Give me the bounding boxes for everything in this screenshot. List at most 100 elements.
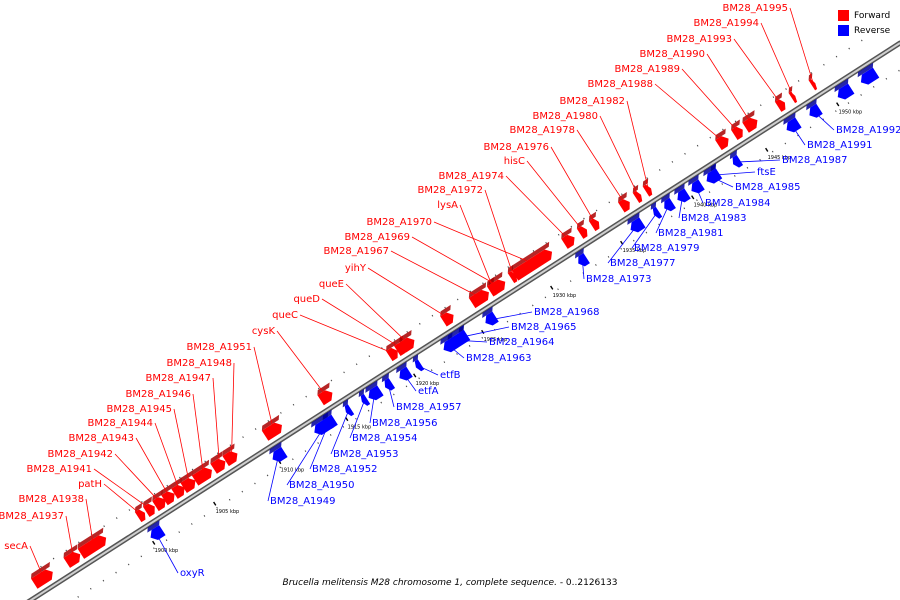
scale-dot <box>317 442 319 444</box>
scale-dot <box>810 71 813 74</box>
scale-dot <box>166 484 169 487</box>
scale-dot <box>103 525 105 528</box>
scale-dot <box>873 31 876 34</box>
scale-dot <box>583 217 585 220</box>
forward-gene-label-bm28-a1947: BM28_A1947 <box>145 373 211 384</box>
scale-dot <box>784 142 787 145</box>
scale-dot <box>190 523 193 525</box>
forward-gene-label-bm28-a1944: BM28_A1944 <box>87 418 153 429</box>
forward-gene-leader <box>706 53 752 125</box>
gene-etfb <box>412 354 425 372</box>
caption-range: - 0..2126133 <box>556 578 618 588</box>
gene-bm28-a1988 <box>715 128 729 151</box>
forward-gene-label-bm28-a1995: BM28_A1995 <box>722 3 788 14</box>
scale-dot <box>254 428 257 430</box>
forward-gene-leader <box>345 283 409 345</box>
scale-dot <box>671 160 674 163</box>
tick-mark <box>481 329 485 334</box>
forward-gene-leader <box>526 160 584 232</box>
scale-dot <box>65 549 68 552</box>
reverse-gene-label-etfa: etfA <box>418 386 439 397</box>
tick-label: 1935 kbp <box>623 248 647 254</box>
scale-dot <box>885 77 888 80</box>
scale-dot <box>822 118 825 121</box>
forward-gene-label-bm28-a1946: BM28_A1946 <box>125 389 191 400</box>
scale-dot <box>241 490 244 493</box>
forward-gene-leader <box>192 393 204 476</box>
reverse-gene-label-bm28-a1957: BM28_A1957 <box>396 402 462 413</box>
tick-mark <box>765 147 769 152</box>
scale-dot <box>254 482 256 485</box>
scale-dot <box>443 361 446 364</box>
scale-dot <box>127 563 130 566</box>
forward-gene-label-yihy: yihY <box>345 263 367 274</box>
reverse-gene-leader <box>696 187 704 204</box>
legend: Forward Reverse <box>838 8 890 38</box>
reverse-gene-label-oxyr: oxyR <box>180 568 205 579</box>
scale-dot <box>115 517 118 519</box>
scale-dot <box>621 193 623 196</box>
forward-gene-label-bm28-a1942: BM28_A1942 <box>47 449 113 460</box>
forward-gene-leader <box>103 483 142 516</box>
reverse-gene-leader <box>458 339 488 343</box>
forward-gene-leader <box>367 267 449 319</box>
tick-label: 1950 kbp <box>839 110 863 116</box>
scale-dot <box>329 434 332 436</box>
scale-dot <box>115 571 117 574</box>
reverse-gene-leader <box>349 400 365 439</box>
tick-label: 1905 kbp <box>216 509 240 515</box>
scale-dot <box>898 69 900 72</box>
gene-oxyr <box>147 520 166 541</box>
gene-bm28-a1943 <box>161 483 175 506</box>
scale-dot <box>684 152 686 155</box>
scale-dot <box>759 104 762 107</box>
gene-bm28-a1983 <box>674 183 691 203</box>
scale-dot <box>696 144 699 147</box>
forward-gene-label-bm28-a1945: BM28_A1945 <box>106 404 172 415</box>
reverse-gene-label-bm28-a1973: BM28_A1973 <box>586 274 652 285</box>
gene-bm28-a1995 <box>808 73 818 91</box>
scale-dot <box>102 579 105 582</box>
scale-dot <box>77 595 79 598</box>
forward-gene-leader <box>114 453 161 504</box>
forward-gene-label-bm28-a1989: BM28_A1989 <box>614 64 680 75</box>
forward-gene-label-quec: queC <box>272 310 298 321</box>
forward-gene-leader <box>433 221 534 265</box>
scale-dot <box>532 250 535 252</box>
forward-gene-leader <box>681 68 739 133</box>
scale-dot <box>305 395 307 398</box>
forward-gene-leader <box>135 437 170 498</box>
legend-reverse: Reverse <box>838 23 890 38</box>
scale-dot <box>292 458 294 461</box>
reverse-gene-label-bm28-a1991: BM28_A1991 <box>807 140 873 151</box>
forward-gene-label-seca: secA <box>4 541 28 552</box>
forward-gene-label-quee: queE <box>319 279 344 290</box>
scale-dot <box>481 336 484 339</box>
tick-layer: 1900 kbp 1905 kbp 1910 kbp 1915 kbp 1920 kbp… <box>40 31 900 598</box>
forward-gene-leader <box>173 408 190 485</box>
gene-bm28-a1990 <box>742 110 758 133</box>
scale-dot <box>872 85 875 88</box>
reverse-gene-label-bm28-a1954: BM28_A1954 <box>352 433 418 444</box>
scale-dot <box>646 177 648 179</box>
gene-bm28-a1989 <box>731 119 743 141</box>
forward-gene-label-bm28-a1970: BM28_A1970 <box>366 217 432 228</box>
map-caption: Brucella melitensis M28 chromosome 1, co… <box>0 578 900 588</box>
scale-dot <box>279 466 282 469</box>
reverse-gene-label-bm28-a1984: BM28_A1984 <box>705 198 771 209</box>
reverse-gene-leader <box>490 311 533 321</box>
scale-dot <box>771 150 774 153</box>
scale-dot <box>406 330 409 333</box>
scale-dot <box>430 369 433 372</box>
scale-dot <box>78 541 80 544</box>
reverse-gene-label-bm28-a1985: BM28_A1985 <box>735 182 801 193</box>
caption-title: Brucella melitensis M28 chromosome 1, co… <box>282 578 557 588</box>
gene-bm28-a1993 <box>774 92 786 112</box>
scale-dot <box>835 110 837 113</box>
tick-label: 1900 kbp <box>155 548 179 554</box>
forward-gene-label-bm28-a1951: BM28_A1951 <box>186 342 252 353</box>
scale-dot <box>785 88 787 90</box>
scale-dot <box>545 241 547 244</box>
scale-dot <box>191 468 194 471</box>
forward-gene-label-bm28-a1976: BM28_A1976 <box>483 142 549 153</box>
